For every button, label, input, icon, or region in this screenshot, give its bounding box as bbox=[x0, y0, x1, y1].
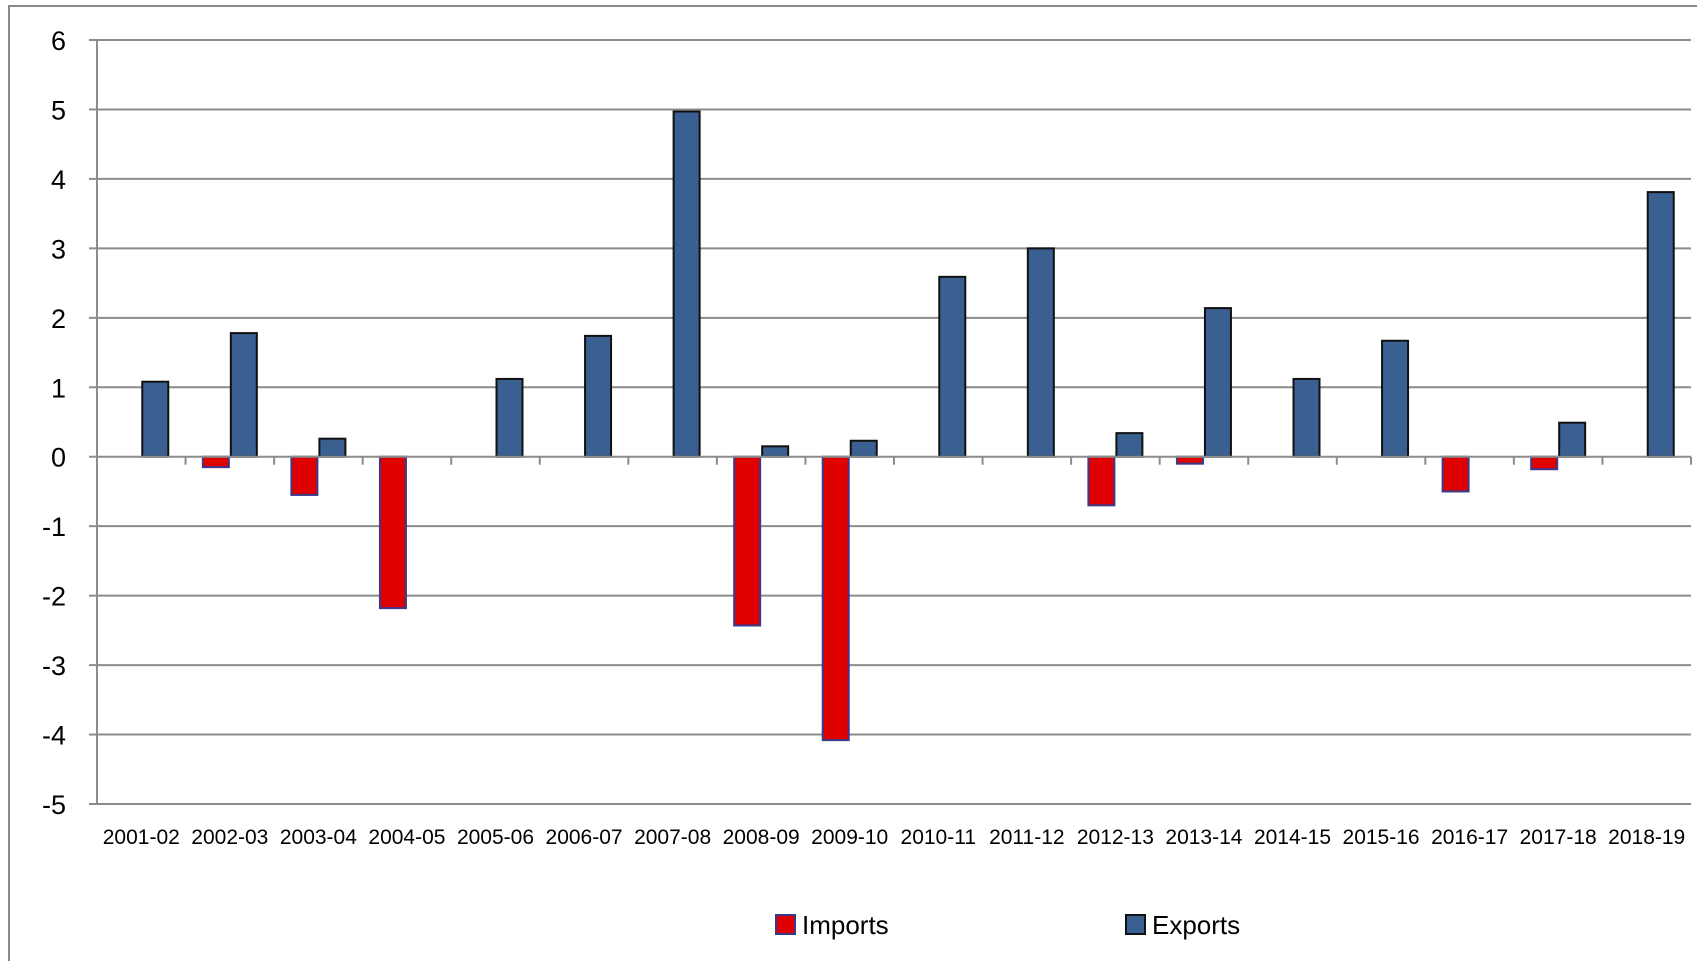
exports-bar bbox=[761, 445, 790, 458]
exports-bar bbox=[1646, 191, 1675, 458]
legend-swatch-exports bbox=[1125, 914, 1146, 935]
exports-bar bbox=[672, 110, 701, 458]
x-tick-label: 2015-16 bbox=[1343, 826, 1420, 849]
y-tick-label: 2 bbox=[51, 304, 66, 334]
x-tick-label: 2013-14 bbox=[1165, 826, 1242, 849]
exports-bar bbox=[229, 332, 258, 458]
imports-bar bbox=[1441, 455, 1470, 493]
y-tick-label: -3 bbox=[42, 651, 66, 681]
y-tick-label: 5 bbox=[51, 95, 66, 125]
exports-bar bbox=[141, 380, 170, 458]
exports-bar bbox=[1203, 307, 1232, 458]
x-tick-label: 2011-12 bbox=[989, 826, 1065, 849]
x-tick-label: 2018-19 bbox=[1608, 826, 1685, 849]
y-tick-label: -2 bbox=[42, 582, 66, 612]
exports-bar bbox=[938, 275, 967, 458]
y-tick-label: 1 bbox=[51, 373, 66, 403]
exports-bar bbox=[1026, 247, 1055, 458]
x-tick-label: 2005-06 bbox=[457, 826, 534, 849]
exports-bar bbox=[584, 334, 613, 458]
x-axis-tick-labels: 2001-02 2002-03 2003-04 2004-05 2005-06 2006-… bbox=[103, 826, 1686, 849]
legend-swatch-imports bbox=[775, 914, 796, 935]
x-tick-label: 2007-08 bbox=[634, 826, 711, 849]
imports-bar bbox=[378, 455, 407, 610]
x-tick-label: 2016-17 bbox=[1431, 826, 1508, 849]
imports-bar bbox=[1530, 455, 1559, 471]
exports-bar bbox=[1558, 421, 1587, 458]
x-tick-label: 2017-18 bbox=[1520, 826, 1597, 849]
x-tick-label: 2004-05 bbox=[368, 826, 445, 849]
exports-bar bbox=[495, 377, 524, 458]
x-tick-label: 2002-03 bbox=[191, 826, 268, 849]
exports-bar bbox=[1115, 432, 1144, 458]
gridlines bbox=[89, 39, 1691, 805]
legend-label-exports: Exports bbox=[1152, 910, 1240, 940]
imports-bar bbox=[201, 455, 230, 469]
imports-bar bbox=[290, 455, 319, 496]
x-tick-label: 2012-13 bbox=[1077, 826, 1154, 849]
y-tick-label: 0 bbox=[51, 443, 66, 473]
imports-bar bbox=[821, 455, 850, 742]
exports-bar bbox=[1381, 339, 1410, 458]
legend-label-imports: Imports bbox=[802, 910, 889, 940]
x-tick-label: 2001-02 bbox=[103, 826, 180, 849]
y-tick-label: 3 bbox=[51, 234, 66, 264]
imports-bar bbox=[733, 455, 762, 627]
x-tick-label: 2003-04 bbox=[280, 826, 357, 849]
imports-bar bbox=[1175, 455, 1204, 465]
x-tick-label: 2009-10 bbox=[811, 826, 888, 849]
x-tick-label: 2006-07 bbox=[546, 826, 623, 849]
x-tick-label: 2008-09 bbox=[723, 826, 800, 849]
legend: Imports Exports bbox=[775, 910, 1240, 940]
y-tick-label: 4 bbox=[51, 165, 66, 195]
axes bbox=[96, 40, 1692, 804]
imports-bar bbox=[1087, 455, 1116, 507]
x-tick-label: 2014-15 bbox=[1254, 826, 1331, 849]
x-tick-label: 2010-11 bbox=[901, 826, 977, 849]
y-axis-tick-labels: 6 5 4 3 2 1 0 -1 -2 -3 -4 -5 bbox=[42, 26, 66, 820]
y-tick-label: -1 bbox=[42, 512, 66, 542]
y-tick-label: 6 bbox=[51, 26, 66, 56]
y-tick-label: -4 bbox=[42, 721, 66, 751]
exports-bar bbox=[849, 439, 878, 458]
exports-bar bbox=[1292, 377, 1321, 458]
exports-bar bbox=[318, 437, 347, 458]
bars bbox=[141, 110, 1675, 742]
chart-frame bbox=[8, 5, 1697, 961]
y-tick-label: -5 bbox=[42, 790, 66, 820]
